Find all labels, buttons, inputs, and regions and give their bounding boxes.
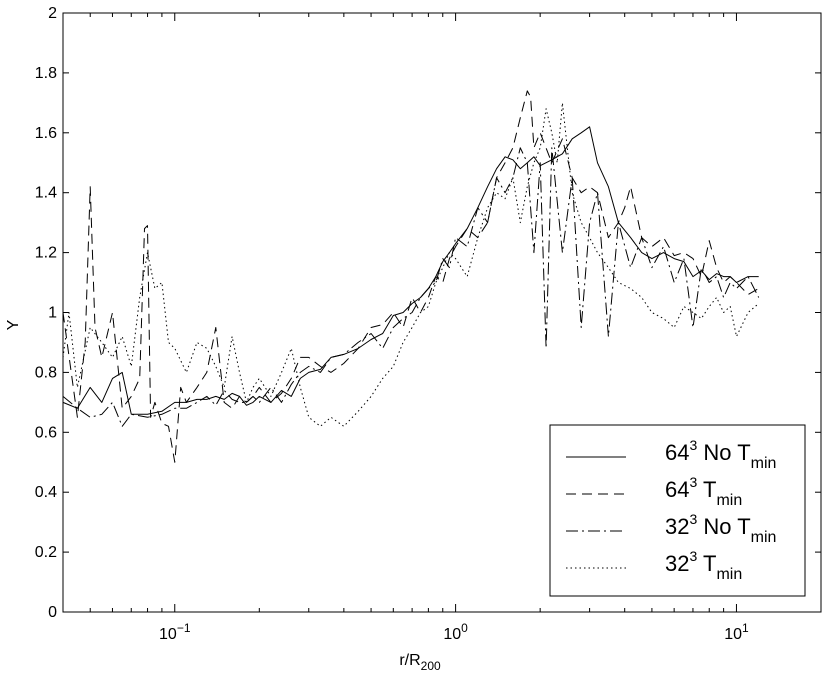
- series-line-2: [62, 90, 759, 463]
- y-tick-label: 1.6: [35, 125, 57, 142]
- y-tick-label: 0: [48, 604, 57, 621]
- y-tick-label: 0.6: [35, 424, 57, 441]
- y-tick-label: 1.2: [35, 245, 57, 262]
- x-axis-label-main: r/R: [399, 652, 420, 669]
- y-tick-label: 0.8: [35, 364, 57, 381]
- legend-label-4: 323 Tmin: [665, 548, 742, 583]
- y-tick-label: 0.2: [35, 544, 57, 561]
- y-tick-label: 1: [48, 305, 57, 322]
- legend-label-3: 323 No Tmin: [665, 511, 776, 546]
- y-tick-label: 2: [48, 5, 57, 22]
- legend-label-2: 643 Tmin: [665, 474, 742, 509]
- x-axis-label-sub: 200: [421, 659, 441, 673]
- series-line-3: [62, 147, 760, 427]
- y-tick-label: 1.4: [35, 185, 57, 202]
- x-tick-label: 101: [724, 621, 749, 643]
- legend-box: [549, 424, 806, 597]
- y-tick-label: 0.4: [35, 484, 57, 501]
- y-axis-label: Υ: [5, 319, 22, 330]
- series-group: [62, 90, 760, 463]
- x-axis-label: r/R200: [399, 652, 441, 673]
- x-tick-label: 100: [443, 621, 468, 643]
- axis-ticks: 0 0.2 0.4 0.6 0.8 1 1.2 1.4 1.6 1.8 2 10−1 100 101: [35, 5, 822, 643]
- y-tick-label: 1.8: [35, 65, 57, 82]
- x-tick-label: 10−1: [159, 621, 191, 643]
- legend-label-1: 643 No Tmin: [665, 437, 776, 472]
